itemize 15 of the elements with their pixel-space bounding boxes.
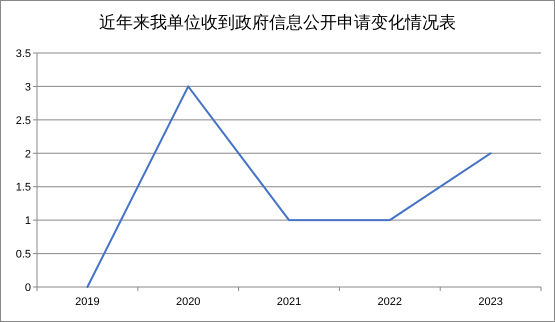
x-tick-label: 2023 (478, 296, 503, 308)
y-tick-label: 3.5 (16, 48, 31, 60)
y-tick-label: 0 (24, 282, 31, 294)
x-tick-label: 2021 (276, 296, 302, 308)
y-tick-label: 1 (24, 215, 31, 228)
chart-title: 近年来我单位收到政府信息公开申请变化情况表 (99, 13, 456, 32)
y-tick-label: 2.5 (16, 114, 31, 127)
y-tick-label: 1.5 (16, 182, 31, 194)
y-tick-label: 2 (24, 148, 31, 160)
x-tick-label: 2020 (176, 296, 200, 308)
x-tick-label: 2022 (378, 296, 402, 308)
y-tick-label: 0.5 (16, 248, 31, 261)
y-tick-label: 3 (24, 81, 31, 94)
x-tick-label: 2019 (75, 296, 100, 308)
line-series (86, 85, 492, 288)
